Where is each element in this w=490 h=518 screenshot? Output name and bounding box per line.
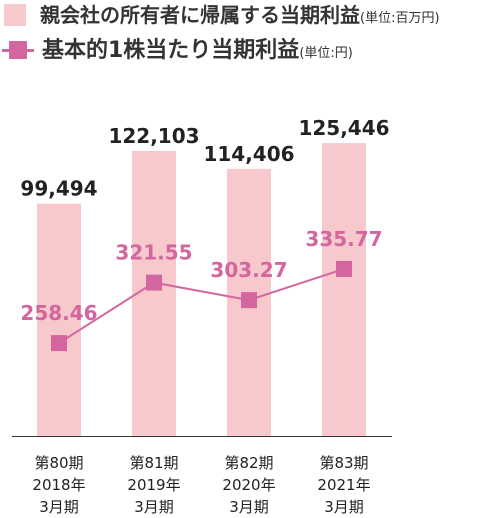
x-tick-label-1: 第80期 2018年 3月期 <box>32 454 85 516</box>
bar-value-label-4: 125,446 <box>298 116 389 140</box>
x-tick-label-line: 第81期 <box>129 454 178 472</box>
eps-value-label-4: 335.77 <box>305 227 382 251</box>
x-tick-label-line: 3月期 <box>39 498 79 516</box>
eps-value-label-2: 321.55 <box>115 241 192 265</box>
x-tick-label-4: 第83期 2021年 3月期 <box>317 454 370 516</box>
x-tick-label-line: 2020年 <box>222 476 275 494</box>
bar-value-label-3: 114,406 <box>203 142 294 166</box>
legend-bar-label-wrap: 親会社の所有者に帰属する当期利益(単位:百万円) <box>40 0 440 34</box>
legend-bar-swatch <box>4 4 26 26</box>
x-tick-label-line: 第80期 <box>34 454 83 472</box>
legend-bar-unit: (単位:百万円) <box>360 11 440 26</box>
legend-line-marker <box>9 41 27 59</box>
bar-2 <box>132 150 176 436</box>
eps-value-label-1: 258.46 <box>20 301 97 325</box>
x-tick-label-line: 2021年 <box>317 476 370 494</box>
x-tick-label-line: 2019年 <box>127 476 180 494</box>
eps-marker-3 <box>241 292 257 309</box>
eps-marker-2 <box>146 274 162 291</box>
x-tick-label-3: 第82期 2020年 3月期 <box>222 454 275 516</box>
eps-marker-1 <box>51 335 67 352</box>
eps-marker-4 <box>336 260 352 277</box>
bar-1 <box>37 203 81 436</box>
legend-line-entry: 基本的1株当たり当期利益(単位:円) <box>0 36 490 66</box>
x-tick-label-2: 第81期 2019年 3月期 <box>127 454 180 516</box>
legend-line-label-wrap: 基本的1株当たり当期利益(単位:円) <box>42 36 353 69</box>
legend-line-label: 基本的1株当たり当期利益 <box>42 38 300 63</box>
bar-value-label-1: 99,494 <box>20 177 97 201</box>
x-tick-label-line: 第82期 <box>224 454 273 472</box>
legend-line-unit: (単位:円) <box>299 46 353 61</box>
eps-line <box>58 268 345 344</box>
legend-bar-entry: 親会社の所有者に帰属する当期利益(単位:百万円) <box>0 0 490 30</box>
x-tick-label-line: 第83期 <box>319 454 368 472</box>
bar-value-label-2: 122,103 <box>108 124 199 148</box>
x-tick-label-line: 3月期 <box>324 498 364 516</box>
eps-value-label-3: 303.27 <box>210 258 287 282</box>
x-tick-label-line: 3月期 <box>229 498 269 516</box>
bar-4 <box>322 143 366 436</box>
x-tick-label-line: 3月期 <box>134 498 174 516</box>
legend-bar-label: 親会社の所有者に帰属する当期利益 <box>40 3 360 27</box>
x-tick-label-line: 2018年 <box>32 476 85 494</box>
